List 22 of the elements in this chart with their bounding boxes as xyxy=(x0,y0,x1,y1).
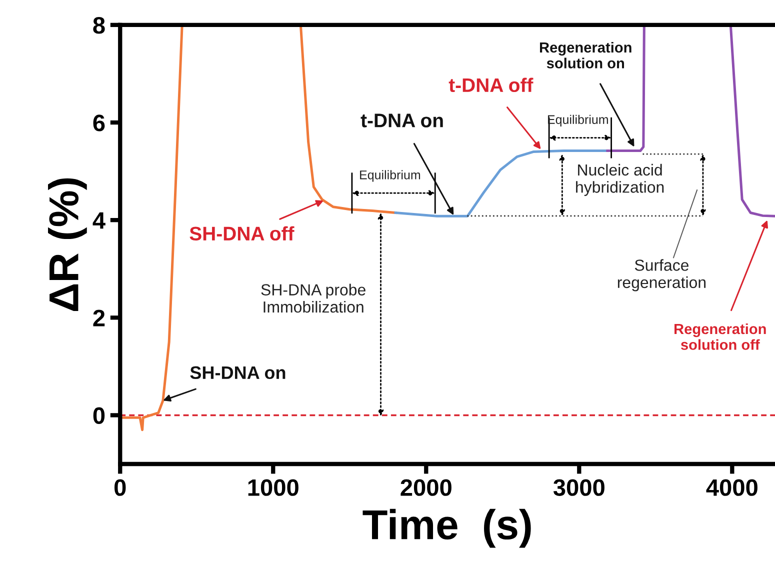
x-axis-title: Time (s) xyxy=(362,508,531,548)
annotation: Equilibrium xyxy=(360,170,420,182)
annotation: t-DNA on xyxy=(360,114,443,128)
annotation: Nucleic acid hybridization xyxy=(576,164,664,196)
y-tick-label: 2 xyxy=(93,310,105,326)
x-tick-label: 3000 xyxy=(553,479,604,496)
x-tick-label: 0 xyxy=(114,479,126,496)
annotation: Regeneration solution on xyxy=(540,42,632,68)
annotation: SH-DNA off xyxy=(190,226,294,241)
x-tick-label: 2000 xyxy=(400,479,452,496)
annotation: SH-DNA on xyxy=(190,366,286,380)
x-tick-label: 4000 xyxy=(706,479,758,496)
y-tick-label: 4 xyxy=(92,212,106,229)
annotation: Surface regeneration xyxy=(618,259,706,292)
y-axis-title: ΔR (%) xyxy=(48,178,87,311)
y-tick-label: 0 xyxy=(93,407,105,424)
y-tick-label: 6 xyxy=(93,114,105,132)
annotation: SH-DNA probe Immobilization xyxy=(261,284,366,313)
annotation: Regeneration solution off xyxy=(674,323,766,350)
annotation: t-DNA off xyxy=(448,78,534,92)
x-tick-label: 1000 xyxy=(248,479,298,496)
y-tick-label: 8 xyxy=(93,17,105,34)
